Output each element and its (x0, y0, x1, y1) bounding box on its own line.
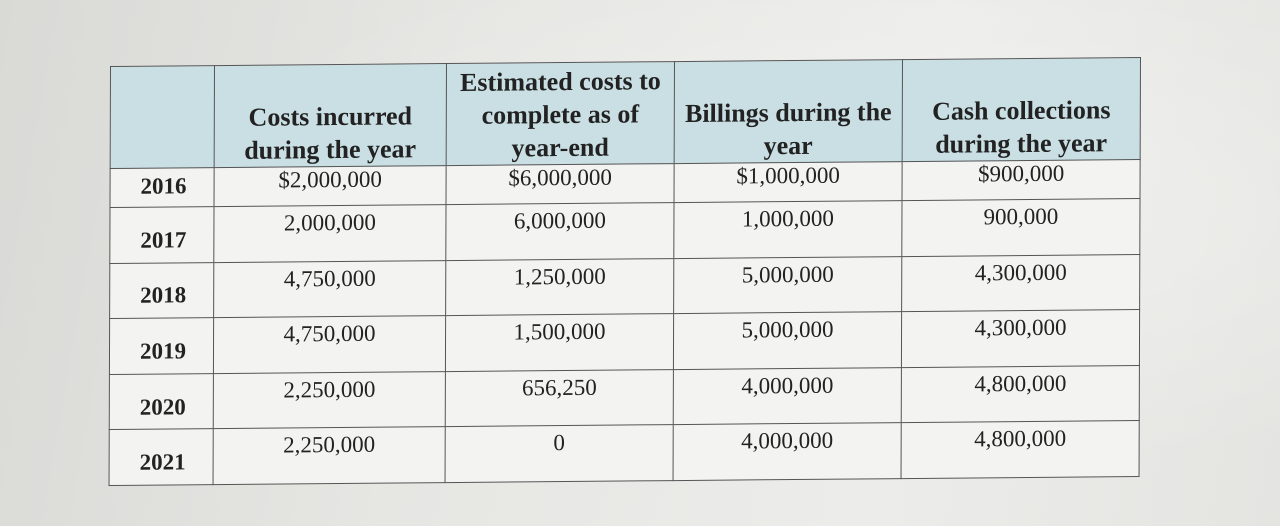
header-billings: Billings during the year (674, 59, 903, 164)
year-cell: 2021 (109, 428, 214, 486)
header-estimated-costs: Estimated costs to complete as of year-e… (446, 61, 675, 166)
billings-cell: 4,000,000 (673, 367, 902, 425)
year-cell: 2019 (109, 317, 214, 375)
header-year-cell (110, 65, 215, 169)
collections-cell: $900,000 (902, 159, 1141, 201)
costs-cell: $2,000,000 (214, 165, 447, 207)
year-cell: 2018 (109, 262, 214, 319)
table-row: 2018 4,750,000 1,250,000 5,000,000 4,300… (109, 254, 1140, 319)
costs-cell: 4,750,000 (213, 315, 446, 374)
collections-cell: 4,300,000 (901, 309, 1140, 368)
table-container: Costs incurred during the year Estimated… (108, 57, 1141, 487)
table-row: 2019 4,750,000 1,500,000 5,000,000 4,300… (109, 309, 1140, 375)
estimated-cell: 656,250 (445, 369, 674, 427)
year-cell: 2020 (109, 373, 214, 430)
billings-cell: $1,000,000 (674, 161, 903, 203)
billings-cell: 4,000,000 (673, 422, 902, 481)
costs-cell: 4,750,000 (213, 260, 446, 318)
estimated-cell: 0 (445, 424, 674, 483)
table-row: 2021 2,250,000 0 4,000,000 4,800,000 (109, 420, 1140, 486)
year-cell: 2017 (109, 206, 215, 264)
costs-cell: 2,250,000 (213, 371, 446, 429)
billings-cell: 1,000,000 (673, 200, 903, 259)
collections-cell: 4,800,000 (901, 420, 1140, 479)
header-cash-collections: Cash collections during the year (902, 57, 1141, 162)
table-row: 2020 2,250,000 656,250 4,000,000 4,800,0… (109, 365, 1140, 430)
estimated-cell: 1,250,000 (445, 258, 674, 316)
header-costs-incurred: Costs incurred during the year (214, 63, 447, 168)
estimated-cell: $6,000,000 (446, 163, 675, 205)
estimated-cell: 6,000,000 (445, 202, 675, 261)
header-row: Costs incurred during the year Estimated… (110, 57, 1141, 169)
costs-cell: 2,250,000 (213, 426, 446, 485)
collections-cell: 4,300,000 (901, 254, 1140, 312)
costs-cell: 2,000,000 (213, 204, 447, 263)
contract-data-table: Costs incurred during the year Estimated… (108, 57, 1141, 487)
table-row: 2017 2,000,000 6,000,000 1,000,000 900,0… (109, 198, 1141, 264)
billings-cell: 5,000,000 (673, 256, 902, 314)
collections-cell: 900,000 (901, 198, 1141, 257)
year-cell: 2016 (110, 167, 215, 208)
billings-cell: 5,000,000 (673, 311, 902, 370)
estimated-cell: 1,500,000 (445, 313, 674, 372)
collections-cell: 4,800,000 (901, 365, 1140, 423)
